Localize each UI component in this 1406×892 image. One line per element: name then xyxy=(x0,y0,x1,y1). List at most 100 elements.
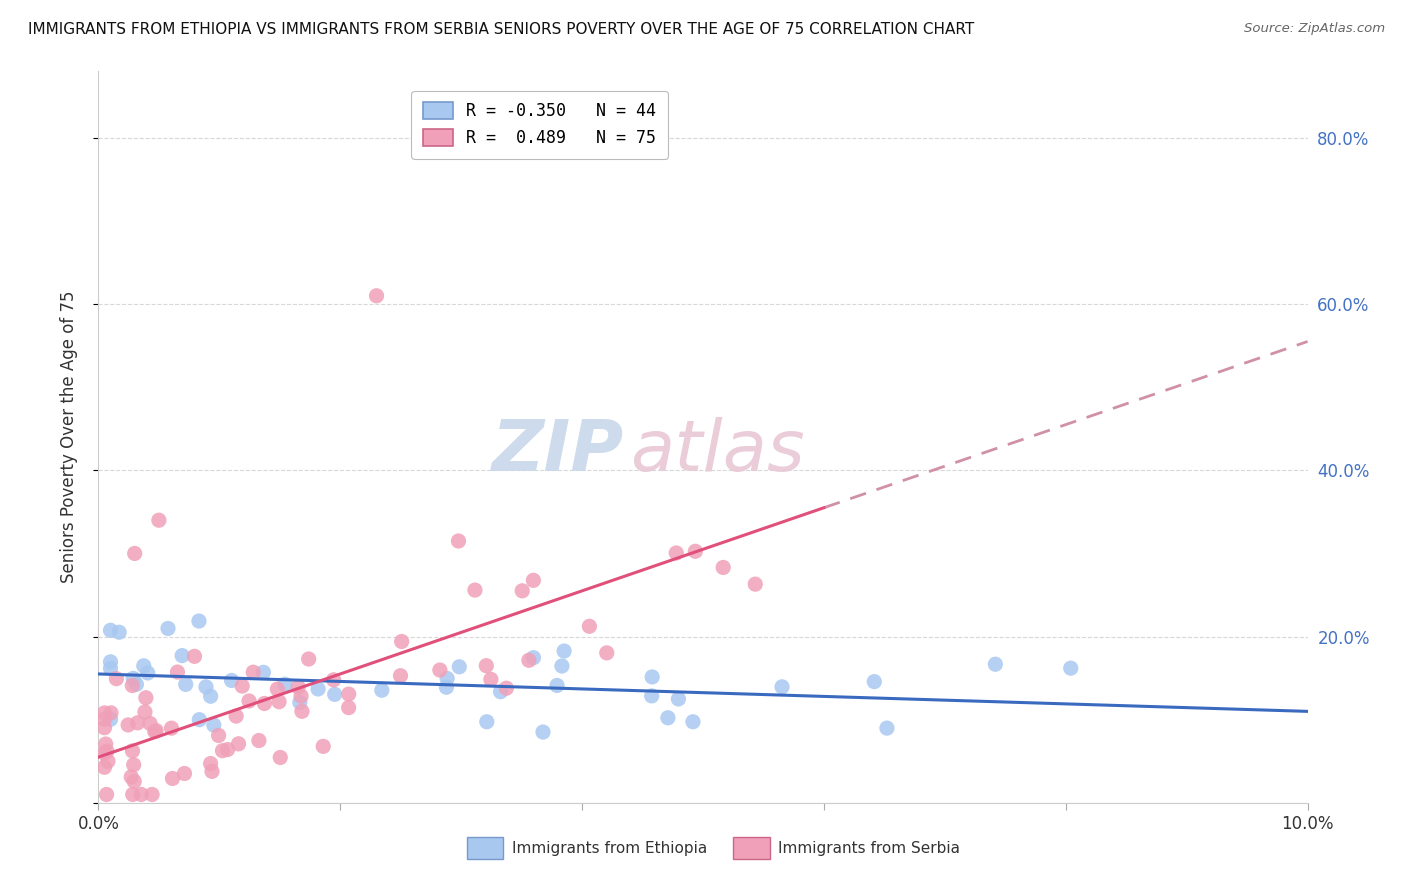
Point xyxy=(100,655,122,669)
Point xyxy=(183,649,205,664)
Point xyxy=(121,744,143,758)
Point xyxy=(231,679,253,693)
Point xyxy=(641,670,664,684)
Point xyxy=(337,687,360,701)
Point xyxy=(238,694,260,708)
FancyBboxPatch shape xyxy=(467,838,503,859)
Point xyxy=(96,744,118,758)
Point xyxy=(517,653,540,667)
Point xyxy=(269,750,291,764)
Text: IMMIGRANTS FROM ETHIOPIA VS IMMIGRANTS FROM SERBIA SENIORS POVERTY OVER THE AGE : IMMIGRANTS FROM ETHIOPIA VS IMMIGRANTS F… xyxy=(28,22,974,37)
Point xyxy=(139,716,162,731)
Point xyxy=(141,788,163,802)
Point xyxy=(174,677,197,691)
Point xyxy=(266,681,288,696)
Point xyxy=(121,788,143,802)
Point xyxy=(464,583,486,598)
Point xyxy=(436,672,458,686)
Point xyxy=(475,714,498,729)
Point xyxy=(217,742,239,756)
Point xyxy=(522,574,544,588)
Point xyxy=(120,770,142,784)
Point xyxy=(160,721,183,735)
Point xyxy=(436,680,458,694)
FancyBboxPatch shape xyxy=(734,838,769,859)
Point xyxy=(145,723,167,738)
Point xyxy=(682,714,704,729)
Point xyxy=(744,577,766,591)
Point xyxy=(668,692,690,706)
Point xyxy=(121,679,143,693)
Point xyxy=(770,680,793,694)
Point xyxy=(1060,661,1083,675)
Point xyxy=(253,697,276,711)
Point xyxy=(97,754,120,768)
Point xyxy=(225,709,247,723)
Text: Immigrants from Serbia: Immigrants from Serbia xyxy=(778,840,960,855)
Point xyxy=(228,737,250,751)
Text: atlas: atlas xyxy=(630,417,806,486)
Point xyxy=(124,546,146,560)
Point xyxy=(495,681,517,696)
Point xyxy=(94,737,117,751)
Point xyxy=(93,746,115,760)
Point xyxy=(287,680,309,694)
Point xyxy=(449,660,471,674)
Point xyxy=(129,788,152,802)
Point xyxy=(211,744,233,758)
Point xyxy=(312,739,335,754)
Point xyxy=(127,715,149,730)
Point xyxy=(148,513,170,527)
Point xyxy=(429,663,451,677)
Point xyxy=(122,671,145,685)
Point xyxy=(510,583,533,598)
Point xyxy=(156,622,179,636)
Point xyxy=(522,650,544,665)
Point xyxy=(371,683,394,698)
Point xyxy=(641,689,664,703)
Point xyxy=(207,729,229,743)
Point xyxy=(531,725,554,739)
Point xyxy=(711,560,734,574)
Point xyxy=(105,672,128,686)
Point xyxy=(100,624,122,638)
Point xyxy=(125,677,148,691)
Point xyxy=(247,733,270,747)
Point xyxy=(685,544,707,558)
Point xyxy=(389,669,412,683)
Point xyxy=(122,757,145,772)
Point xyxy=(132,658,155,673)
Point xyxy=(665,546,688,560)
Text: Source: ZipAtlas.com: Source: ZipAtlas.com xyxy=(1244,22,1385,36)
Point xyxy=(96,788,118,802)
Point xyxy=(291,704,314,718)
Point xyxy=(252,665,274,680)
Point xyxy=(100,706,122,720)
Point xyxy=(876,721,898,735)
Point xyxy=(323,687,346,701)
Point xyxy=(108,625,131,640)
Point xyxy=(188,713,211,727)
Point xyxy=(657,711,679,725)
Text: Immigrants from Ethiopia: Immigrants from Ethiopia xyxy=(512,840,707,855)
Point xyxy=(100,661,122,675)
Point xyxy=(201,764,224,779)
Point xyxy=(122,774,145,789)
Point xyxy=(391,634,413,648)
Point xyxy=(863,674,886,689)
Text: ZIP: ZIP xyxy=(492,417,624,486)
Point xyxy=(578,619,600,633)
Point xyxy=(322,673,344,687)
Point xyxy=(134,705,156,719)
Point xyxy=(489,684,512,698)
Point xyxy=(447,534,470,549)
Point xyxy=(242,665,264,680)
Point xyxy=(221,673,243,688)
Point xyxy=(100,712,122,726)
Point xyxy=(188,614,211,628)
Point xyxy=(117,718,139,732)
Point xyxy=(307,681,329,696)
Point xyxy=(546,678,568,692)
Point xyxy=(172,648,194,663)
Y-axis label: Seniors Poverty Over the Age of 75: Seniors Poverty Over the Age of 75 xyxy=(59,291,77,583)
